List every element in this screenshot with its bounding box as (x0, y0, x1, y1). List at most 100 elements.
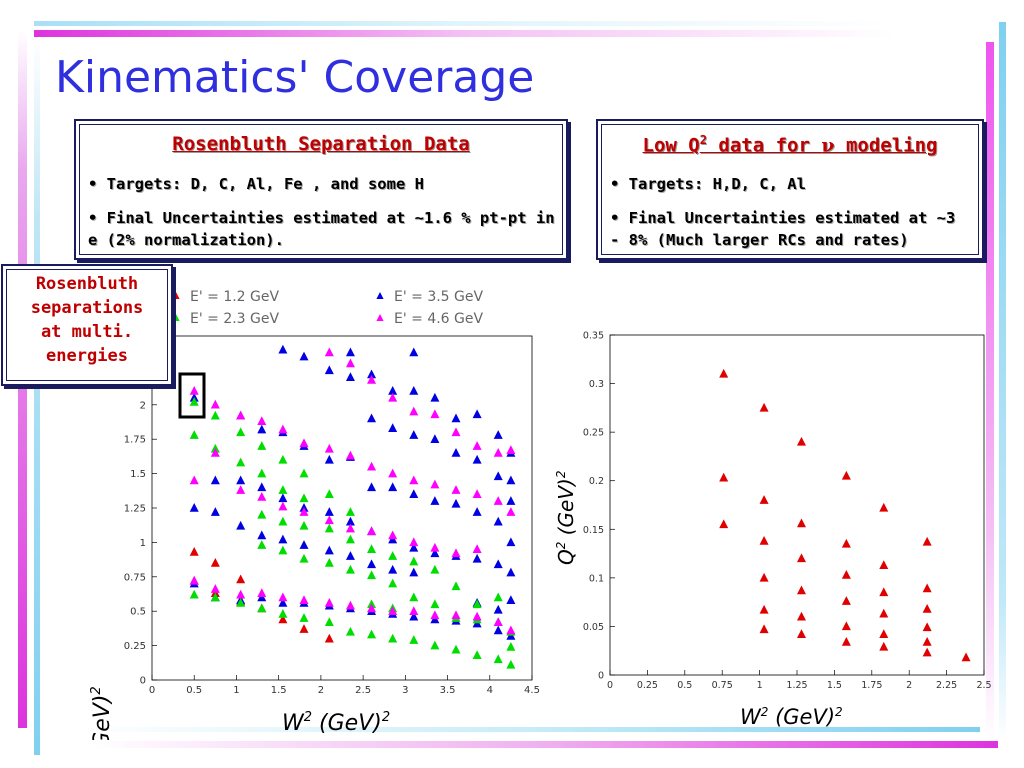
data-point (367, 603, 377, 613)
x-tick-label: 2 (906, 680, 912, 691)
data-point (299, 540, 309, 549)
data-point (759, 624, 769, 634)
legend-marker (172, 292, 180, 299)
chart1-plot-frame (151, 335, 533, 681)
data-point (451, 485, 461, 494)
box-inner-border (6, 269, 168, 381)
data-point (367, 526, 377, 536)
data-point (493, 604, 503, 614)
data-point (430, 610, 440, 620)
data-point (506, 567, 516, 577)
data-point (324, 507, 334, 516)
chart1-xlabel: W2 (GeV)2 (282, 710, 390, 736)
data-point (299, 438, 309, 448)
data-point (324, 347, 334, 357)
data-point (189, 430, 199, 439)
data-point (796, 611, 806, 621)
multi-energy-label-box: Rosenbluth separations at multi. energie… (1, 264, 173, 386)
data-point (841, 470, 851, 480)
chart1-markers (189, 344, 516, 669)
bottom-pink-bar (90, 741, 998, 748)
data-point (409, 475, 419, 485)
data-point (493, 516, 503, 526)
x-tick-label: 0 (607, 680, 613, 691)
rosenbluth-info-box: Rosenbluth Separation Data • Targets: D,… (74, 119, 568, 260)
y-tick-label: 0.75 (124, 572, 146, 583)
data-point (409, 556, 419, 566)
data-point (236, 427, 246, 437)
data-point (506, 507, 516, 516)
data-point (922, 636, 932, 646)
box-inner-border (79, 124, 563, 255)
x-tick-label: 1 (757, 680, 763, 691)
data-point (430, 479, 440, 489)
data-point (388, 423, 398, 432)
side-label-line3: at multi. (40, 322, 134, 342)
data-point (472, 650, 482, 659)
data-point (236, 475, 246, 485)
x-tick-label: 1.25 (786, 680, 807, 691)
data-point (841, 569, 851, 579)
data-point (388, 564, 398, 574)
legend-marker (376, 292, 384, 299)
data-point (472, 544, 482, 554)
data-point (506, 537, 516, 547)
data-point (493, 447, 503, 457)
data-point (796, 436, 806, 446)
chart1-legend: E' = 1.2 GeV E' = 3.5 GeV E' = 2.3 GeV E' =… (172, 289, 484, 327)
low-q2-title-part2: data for (706, 134, 822, 157)
data-point (324, 617, 334, 626)
data-point (189, 475, 199, 485)
data-point (879, 641, 889, 651)
data-point (345, 523, 355, 533)
data-point (430, 599, 440, 609)
low-q2-title-part3: modeling (834, 134, 938, 157)
data-point (367, 375, 377, 384)
chart2-xlabel-sup: 2 (761, 705, 769, 719)
top-pink-bar (34, 30, 894, 37)
chart2-xlabel: W2 (GeV)2 (740, 705, 843, 729)
data-point (493, 559, 503, 569)
data-point (367, 570, 377, 580)
chart1-xlabel-rest: (GeV) (312, 711, 382, 736)
data-point (472, 507, 482, 516)
data-point (345, 564, 355, 574)
data-point (278, 534, 288, 544)
data-point (409, 542, 419, 552)
data-point (506, 625, 516, 635)
low-q2-chart: 0 0.25 0.5 0.75 1 1.25 1.5 1.75 2 2.25 2.5 0 0.05 0.1… (554, 331, 992, 730)
data-point (257, 540, 267, 549)
data-point (922, 583, 932, 593)
data-point (257, 424, 267, 434)
data-point (257, 603, 267, 613)
data-point (367, 544, 377, 554)
data-point (409, 567, 419, 577)
data-point (451, 447, 461, 457)
data-point (278, 545, 288, 555)
legend-marker (376, 314, 384, 321)
data-point (409, 606, 419, 615)
data-point (278, 614, 288, 624)
x-tick-label: 0.5 (677, 680, 692, 691)
data-point (759, 572, 769, 582)
data-point (922, 603, 932, 613)
data-point (409, 635, 419, 644)
x-tick-label: 0 (149, 685, 155, 696)
data-point (236, 520, 246, 530)
data-point (299, 553, 309, 563)
data-point (324, 515, 334, 525)
data-point (430, 434, 440, 443)
data-point (388, 392, 398, 402)
x-tick-label: 3.5 (440, 685, 456, 696)
data-point (388, 530, 398, 540)
data-point (796, 553, 806, 563)
data-point (299, 468, 309, 478)
data-point (841, 538, 851, 548)
data-point (493, 592, 503, 602)
x-tick-label: 0.25 (637, 680, 658, 691)
data-point (922, 622, 932, 632)
data-point (345, 358, 355, 368)
data-point (922, 647, 932, 657)
data-point (278, 608, 288, 618)
side-label-line1: Rosenbluth (35, 274, 139, 294)
